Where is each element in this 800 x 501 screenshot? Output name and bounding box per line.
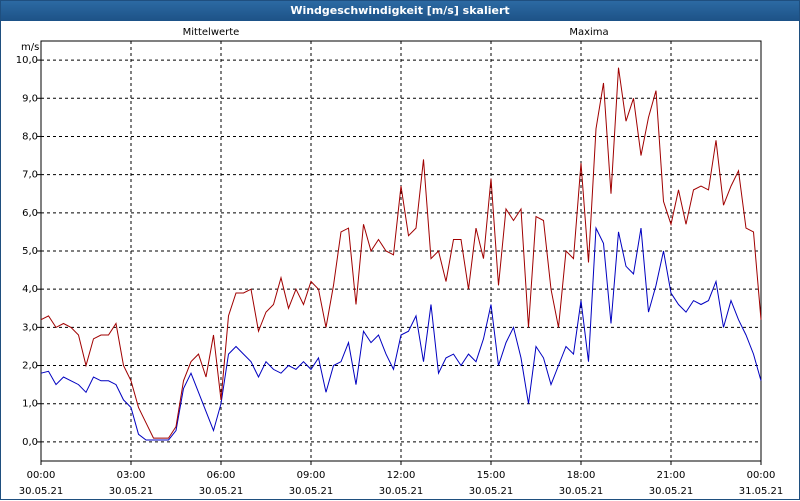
axes [37,40,762,465]
legend-max: Maxima [569,27,608,38]
y-tick-label: 4,0 [22,284,38,295]
x-tick-time-label: 09:00 [297,470,326,481]
y-tick-label: 2,0 [22,361,38,372]
x-tick-time-label: 15:00 [477,470,506,481]
y-tick-label: 5,0 [22,246,38,257]
y-tick-label: 3,0 [22,322,38,333]
x-tick-date-label: 30.05.21 [109,486,154,497]
x-tick-date-label: 30.05.21 [559,486,604,497]
y-tick-label: 0,0 [22,437,38,448]
series [40,67,762,441]
series-line-maxima [40,67,762,439]
x-tick-date-label: 30.05.21 [19,486,64,497]
x-tick-date-label: 30.05.21 [469,486,514,497]
x-tick-time-label: 21:00 [657,470,686,481]
x-tick-date-label: 31.05.21 [739,486,784,497]
x-tick-time-label: 00:00 [27,470,56,481]
tick-labels: 0,0 1,0 2,0 3,0 4,0 5,0 6,0 7,0 8,0 9,0 10,0 00:00 3… [16,55,784,497]
legend-mean: Mittelwerte [183,27,240,38]
x-tick-date-label: 30.05.21 [379,486,424,497]
grid [41,41,761,461]
y-tick-label: 1,0 [22,399,38,410]
plot-frame [40,40,762,462]
x-tick-time-label: 18:00 [567,470,596,481]
y-tick-label: 8,0 [22,131,38,142]
x-tick-date-label: 30.05.21 [649,486,694,497]
y-axis-unit-label: m/s [21,42,39,53]
y-tick-label: 6,0 [22,208,38,219]
x-tick-time-label: 03:00 [117,470,146,481]
x-tick-time-label: 06:00 [207,470,236,481]
x-tick-date-label: 30.05.21 [289,486,334,497]
y-tick-label: 10,0 [16,55,38,66]
y-tick-label: 9,0 [22,93,38,104]
window-title: Windgeschwindigkeit [m/s] skaliert [1,1,799,21]
x-tick-time-label: 00:00 [747,470,776,481]
series-line-mittelwerte [40,226,762,441]
x-tick-date-label: 30.05.21 [199,486,244,497]
y-tick-label: 7,0 [22,170,38,181]
x-tick-time-label: 12:00 [387,470,416,481]
